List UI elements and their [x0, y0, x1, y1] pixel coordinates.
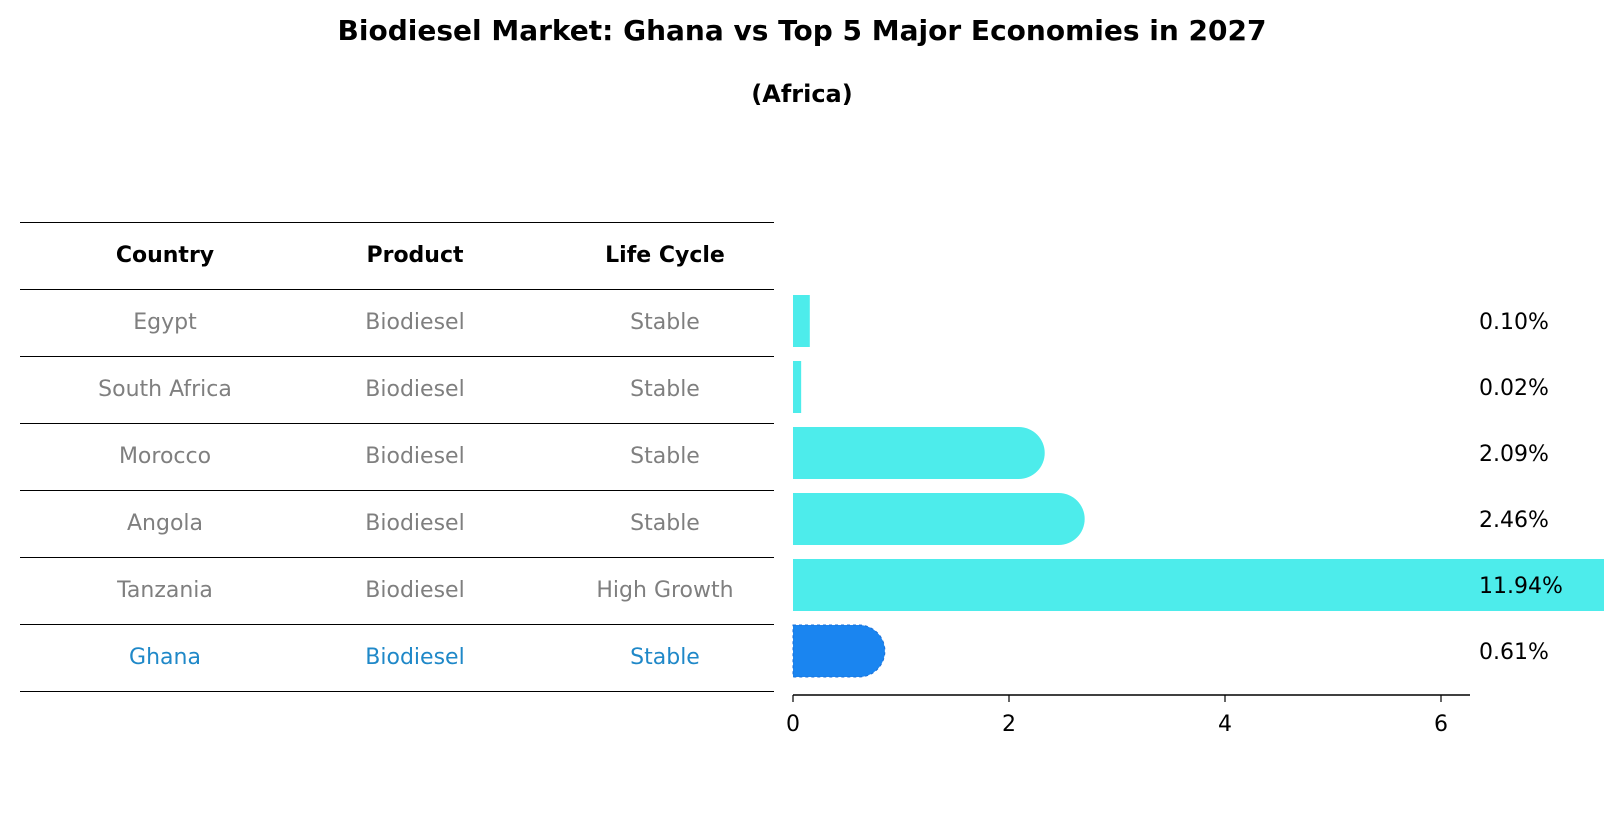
cell-product: Biodiesel	[365, 645, 465, 670]
bar-tanzania	[793, 559, 1604, 611]
table-row: Angola Biodiesel Stable	[20, 490, 774, 557]
bar-south-africa	[793, 361, 802, 413]
table-row-highlight: Ghana Biodiesel Stable	[20, 624, 774, 692]
cell-country: Morocco	[118, 444, 212, 469]
data-table: Country Product Life Cycle Egypt Biodies…	[20, 222, 774, 692]
chart-subtitle: (Africa)	[751, 80, 853, 108]
cell-country: Angola	[126, 511, 203, 536]
cell-product: Biodiesel	[365, 511, 465, 536]
x-tick-label: 6	[1434, 712, 1448, 737]
cell-country: Tanzania	[117, 578, 213, 603]
cell-country: South Africa	[98, 377, 232, 402]
value-label: 2.09%	[1479, 442, 1549, 467]
chart-title: Biodiesel Market: Ghana vs Top 5 Major E…	[337, 14, 1267, 47]
value-label: 11.94%	[1479, 574, 1563, 599]
cell-country: Ghana	[129, 645, 201, 670]
header-country: Country	[115, 243, 215, 268]
x-tick-label: 2	[1002, 712, 1016, 737]
header-product: Product	[366, 243, 464, 268]
cell-product: Biodiesel	[365, 578, 465, 603]
table-header-row: Country Product Life Cycle	[20, 222, 774, 289]
table-row: Tanzania Biodiesel High Growth	[20, 557, 774, 624]
bar-ghana	[792, 624, 886, 678]
cell-life-cycle: Stable	[630, 645, 700, 670]
cell-country: Egypt	[133, 310, 197, 335]
value-label: 2.46%	[1479, 508, 1549, 533]
x-tick-label: 4	[1218, 712, 1232, 737]
bar-egypt	[793, 295, 810, 347]
cell-life-cycle: Stable	[630, 377, 700, 402]
value-label: 0.10%	[1479, 310, 1549, 335]
bar-angola	[793, 493, 1085, 545]
table-row: Morocco Biodiesel Stable	[20, 423, 774, 490]
cell-life-cycle: High Growth	[596, 578, 734, 603]
cell-life-cycle: Stable	[630, 310, 700, 335]
value-label: 0.61%	[1479, 640, 1549, 665]
bar-morocco	[793, 427, 1045, 479]
header-life-cycle: Life Cycle	[605, 243, 725, 268]
cell-product: Biodiesel	[365, 377, 465, 402]
table-row: Egypt Biodiesel Stable	[20, 289, 774, 356]
cell-life-cycle: Stable	[630, 444, 700, 469]
table-row: South Africa Biodiesel Stable	[20, 356, 774, 423]
cell-product: Biodiesel	[365, 444, 465, 469]
value-label: 0.02%	[1479, 376, 1549, 401]
cell-product: Biodiesel	[365, 310, 465, 335]
x-tick-label: 0	[786, 712, 800, 737]
cell-life-cycle: Stable	[630, 511, 700, 536]
